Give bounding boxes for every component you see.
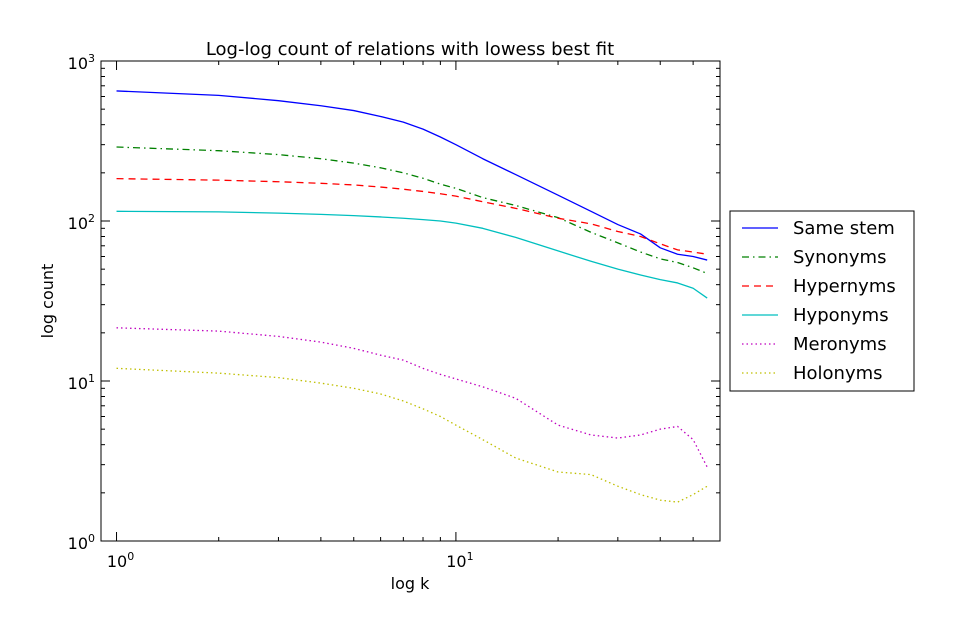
legend-label-4: Meronyms — [793, 334, 887, 355]
legend: Same stem Synonyms Hypernyms Hyponyms Merony… — [729, 210, 915, 392]
series-line-5 — [116, 367, 708, 503]
legend-label-1: Synonyms — [793, 247, 886, 268]
y-tick-label-3: 103 — [68, 52, 95, 73]
y-tick-label-0: 100 — [68, 532, 95, 553]
ticks-layer: 100 101 100 101 102 103 — [68, 52, 720, 571]
x-tick-label-1: 101 — [446, 550, 473, 571]
y-tick-label-2: 102 — [68, 212, 95, 233]
plot-area — [101, 61, 720, 541]
legend-label-0: Same stem — [793, 218, 895, 239]
series-line-2 — [116, 177, 708, 255]
series-layer — [116, 90, 708, 503]
series-line-0 — [116, 90, 708, 261]
series-line-1 — [116, 146, 708, 275]
legend-frame — [729, 210, 915, 392]
x-axis-label: log k — [391, 574, 430, 593]
x-tick-label-0: 100 — [107, 550, 134, 571]
plot-frame — [100, 60, 721, 542]
series-line-3 — [116, 210, 708, 299]
y-tick-label-1: 101 — [68, 372, 95, 393]
chart-title: Log-log count of relations with lowess b… — [206, 39, 614, 60]
y-axis-label: log count — [38, 264, 57, 339]
legend-label-5: Holonyms — [793, 363, 883, 384]
legend-label-3: Hyponyms — [793, 305, 889, 326]
legend-label-2: Hypernyms — [793, 276, 896, 297]
